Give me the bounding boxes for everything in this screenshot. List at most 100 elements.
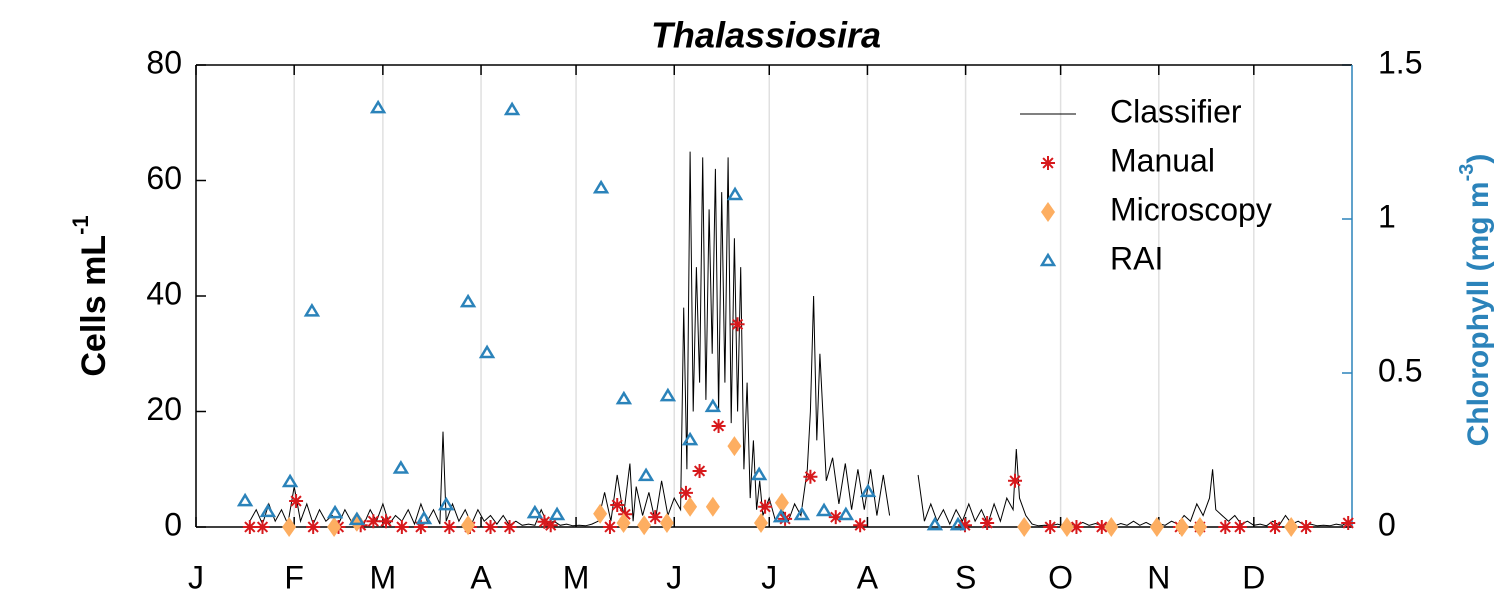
microscopy-point [1149,517,1164,537]
rai-point [726,186,744,201]
legend-label: Manual [1110,142,1215,178]
microscopy-point [1059,517,1074,537]
y-tick-label: 20 [146,391,182,427]
rai-point [526,504,544,519]
x-tick-label: N [1147,559,1170,595]
manual-point [1008,473,1023,488]
manual-point [1341,515,1356,530]
y-label-text: Cells mL [75,235,113,377]
y-tick-label: 0 [164,506,182,542]
rai-point [949,516,967,531]
manual-point [692,463,707,478]
y-tick-label: 60 [146,160,182,196]
rai-point [236,492,254,507]
rai-point [478,344,496,359]
x-tick-label: O [1048,559,1073,595]
manual-point [394,520,409,534]
rai-point [548,506,566,521]
rai-point [615,390,633,405]
rai-point [793,506,811,521]
x-tick-label: M [370,559,397,595]
rai-point [837,506,855,521]
microscopy-point [774,492,789,513]
x-tick-label: J [188,559,204,595]
rai-point [259,503,277,518]
rai-point [415,510,433,525]
microscopy-point [1104,517,1119,537]
manual-point [379,514,394,529]
manual-point [1094,520,1109,534]
rai-point [326,504,344,519]
microscopy-point [327,517,342,537]
manual-point [803,469,818,484]
x-tick-label: A [857,559,879,595]
manual-point [306,520,321,534]
chart-title: Thalassiosira [651,15,881,56]
rai-point [369,99,387,114]
x-tick-label: S [955,559,976,595]
microscopy-point [637,515,652,536]
microscopy-point [1192,517,1207,537]
manual-point [1043,520,1058,534]
microscopy-point [593,503,608,524]
y-tick-label: 80 [146,44,182,80]
manual-point [242,520,257,534]
microscopy-point [349,511,364,532]
manual-point [1218,520,1233,534]
manual-point [543,518,558,533]
microscopy-point [1284,517,1299,537]
microscopy-point [754,512,769,533]
rai-point [303,302,321,317]
y-tick-label: 40 [146,275,182,311]
manual-point [537,514,552,529]
manual-point [853,518,868,533]
rai-point [637,467,655,482]
rai-point [659,387,677,402]
x-tick-label: J [666,559,682,595]
rai-point [815,502,833,517]
rai-point [392,460,410,474]
manual-point [1069,520,1084,534]
legend-swatch [1039,252,1057,267]
microscopy-point [683,496,698,517]
manual-point [610,498,625,513]
rai-point [859,483,877,498]
x-tick-label: F [284,559,304,595]
manual-point [730,317,745,332]
manual-point [366,514,381,529]
rai-point [592,179,610,194]
y-axis-label: Cells mL-1 [68,215,113,376]
manual-point [648,510,663,525]
legend-swatch [1041,202,1055,222]
legend-label: Microscopy [1110,191,1272,227]
y2-label-sup: -3 [1456,164,1478,182]
manual-point [442,520,457,534]
y-label-sup: -1 [68,215,93,235]
manual-point [758,499,773,514]
microscopy-point [727,436,742,457]
microscopy-point [616,512,631,533]
rai-point [437,496,455,511]
manual-point [618,507,633,522]
y2-tick-label: 1.5 [1378,44,1422,80]
microscopy-point [659,512,674,533]
manual-point [957,518,972,533]
legend-label: Classifier [1110,93,1242,129]
microscopy-point [282,517,297,537]
rai-point [750,466,768,481]
y2-axis-label: Chlorophyll (mg m-3) [1456,154,1495,447]
manual-point [1299,520,1314,534]
rai-point [772,508,790,523]
rai-point [704,398,722,413]
x-tick-label: D [1242,559,1265,595]
manual-point [1232,520,1247,534]
microscopy-point [705,496,720,517]
rai-point [281,473,299,488]
manual-point [289,494,304,509]
rai-point [503,101,521,116]
y2-label-text: Chlorophyll (mg m [1462,181,1495,446]
manual-point [980,515,995,530]
x-tick-label: A [470,559,492,595]
manual-point [678,485,693,500]
